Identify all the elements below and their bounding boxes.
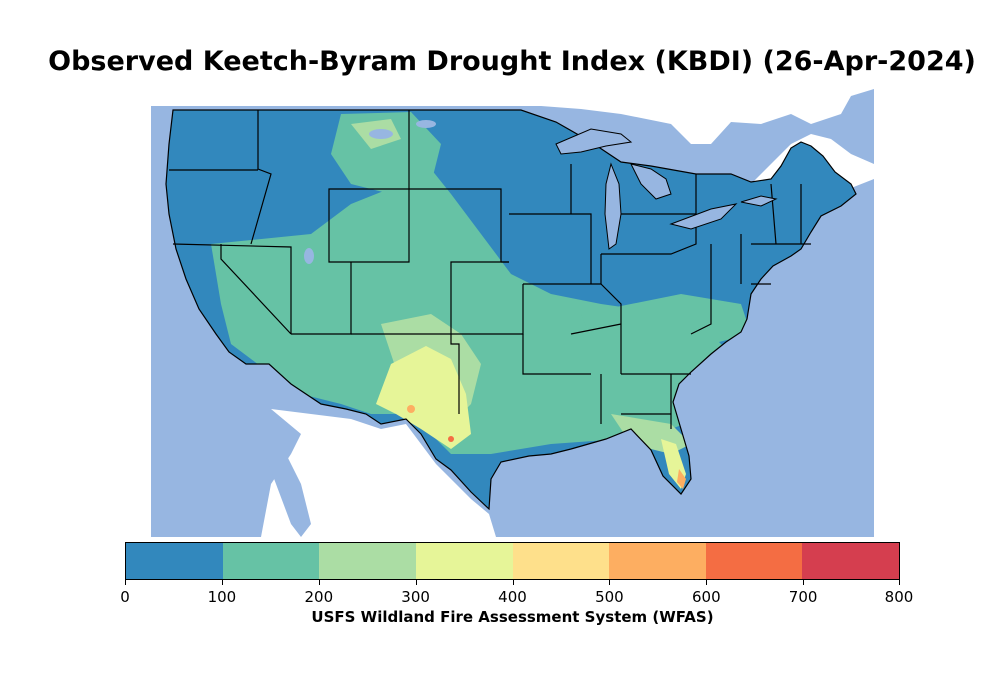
- colorbar-ticks: 0 100 200 300 400 500 600 700 800: [120, 580, 913, 610]
- tick-mark: [221, 580, 223, 585]
- tick-label: 200: [304, 588, 334, 606]
- tick-mark: [512, 580, 514, 585]
- tick-mark: [803, 580, 805, 585]
- map-canvas: [151, 84, 874, 537]
- colorbar: [125, 542, 900, 580]
- tick-label: 100: [207, 588, 237, 606]
- colorbar-segment: [802, 543, 899, 579]
- great-lakes: [555, 128, 778, 250]
- tick-label: 700: [788, 588, 818, 606]
- tick-label: 300: [401, 588, 430, 606]
- tick-mark: [609, 580, 611, 585]
- tick-mark: [318, 580, 320, 585]
- tick-label: 800: [884, 588, 914, 606]
- tick-label: 600: [691, 588, 721, 606]
- tick-mark: [415, 580, 417, 585]
- gulf-of-california: [246, 384, 311, 537]
- colorbar-label: USFS Wildland Fire Assessment System (WF…: [311, 608, 714, 626]
- canada-land: [151, 84, 874, 144]
- colorbar-segment: [222, 543, 320, 579]
- colorbar-segment: [512, 543, 610, 579]
- colorbar-segment: [705, 543, 803, 579]
- state-borders: [165, 109, 857, 511]
- colorbar-segment: [319, 543, 416, 579]
- mexico-land: [261, 409, 496, 537]
- tick-mark: [899, 580, 900, 585]
- colorbar-segment: [126, 543, 223, 579]
- colorbar-segment: [609, 543, 706, 579]
- drought-map: [151, 84, 874, 537]
- western-lakes: [304, 120, 436, 264]
- tick-label: 500: [595, 588, 624, 606]
- colorbar-segment: [415, 543, 513, 579]
- tick-mark: [706, 580, 708, 585]
- tick-label: 0: [120, 588, 130, 606]
- map-title: Observed Keetch-Byram Drought Index (KBD…: [48, 46, 976, 77]
- tick-label: 400: [498, 588, 527, 606]
- tick-mark: [125, 580, 126, 585]
